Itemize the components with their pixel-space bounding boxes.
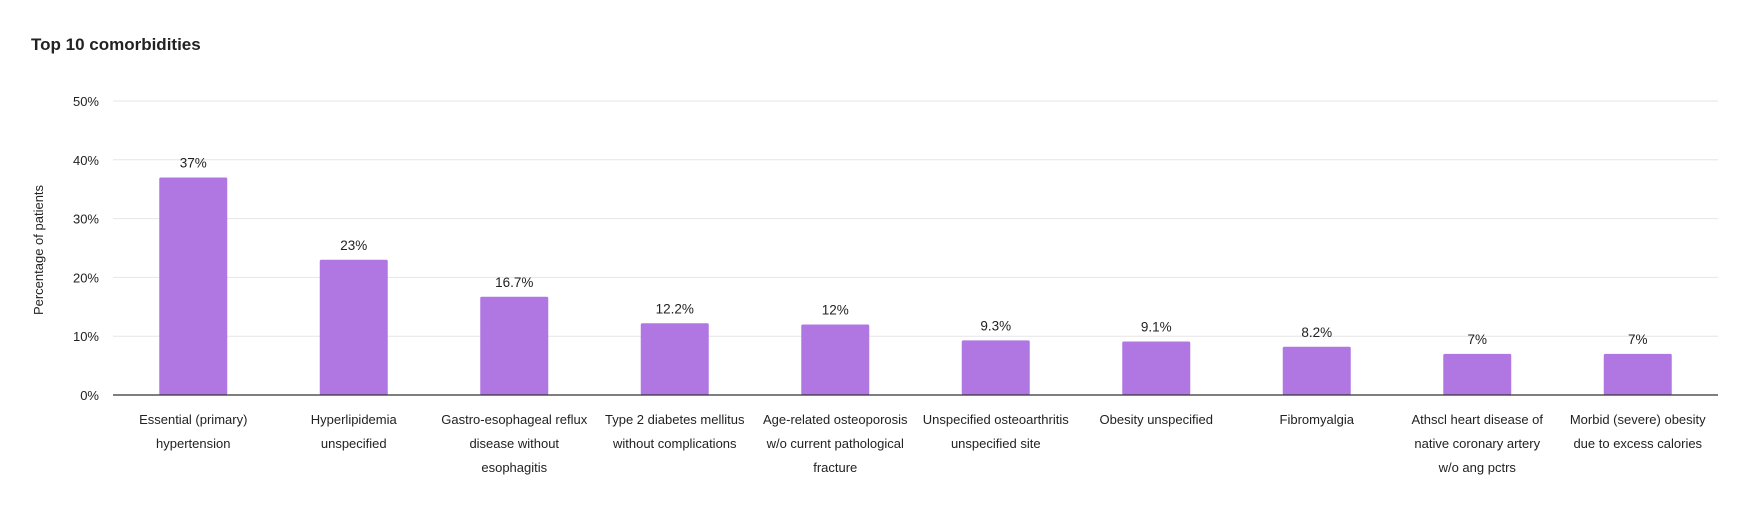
- x-category-label: Unspecified osteoarthritis unspecified si…: [923, 412, 1069, 451]
- x-category-label-line: esophagitis: [481, 460, 547, 475]
- x-category-label-line: Type 2 diabetes mellitus: [605, 412, 745, 427]
- x-category-label-line: w/o current pathological: [766, 436, 904, 451]
- x-category-label-line: hypertension: [156, 436, 230, 451]
- y-tick-label: 10%: [73, 329, 99, 344]
- x-category-label: Gastro-esophageal reflux disease without e…: [441, 412, 587, 475]
- bar[interactable]: [1443, 353, 1512, 395]
- bar-value-label: 16.7%: [495, 275, 533, 290]
- x-category-label-line: Unspecified osteoarthritis: [923, 412, 1069, 427]
- bar-value-label: 9.3%: [980, 318, 1011, 333]
- value-labels: 37% 23% 16.7% 12.2% 12% 9.3% 9.1% 8.2% 7% 7%: [180, 155, 1648, 346]
- x-category-label-line: Obesity unspecified: [1100, 412, 1213, 427]
- x-category-label: Fibromyalgia: [1280, 412, 1355, 427]
- x-category-label: Essential (primary) hypertension: [139, 412, 247, 451]
- bar[interactable]: [159, 177, 228, 395]
- bar-value-label: 12%: [822, 302, 849, 317]
- x-category-label-line: w/o ang pctrs: [1438, 460, 1517, 475]
- bar[interactable]: [640, 323, 709, 395]
- bar[interactable]: [1122, 341, 1191, 395]
- x-category-label-line: Age-related osteoporosis: [763, 412, 908, 427]
- bar-value-label: 23%: [340, 238, 367, 253]
- bar[interactable]: [1282, 346, 1351, 395]
- y-tick-label: 40%: [73, 153, 99, 168]
- x-category-label: Athscl heart disease of native coronary a…: [1411, 412, 1543, 475]
- bar-value-label: 7%: [1467, 332, 1487, 347]
- y-axis-title: Percentage of patients: [31, 184, 46, 315]
- x-category-label-line: native coronary artery: [1414, 436, 1540, 451]
- x-category-label-line: disease without: [469, 436, 559, 451]
- x-category-label: Hyperlipidemia unspecified: [311, 412, 398, 451]
- bar-value-label: 7%: [1628, 332, 1648, 347]
- x-category-label-line: Athscl heart disease of: [1411, 412, 1543, 427]
- y-tick-label: 30%: [73, 212, 99, 227]
- x-category-label-line: due to excess calories: [1573, 436, 1702, 451]
- category-labels: Essential (primary) hypertension Hyperlipi…: [139, 412, 1706, 475]
- bar[interactable]: [319, 259, 388, 395]
- bar-value-label: 37%: [180, 155, 207, 170]
- x-category-label-line: unspecified: [321, 436, 387, 451]
- bar[interactable]: [961, 340, 1030, 395]
- x-category-label: Morbid (severe) obesity due to excess cal…: [1570, 412, 1706, 451]
- bars: [159, 177, 1672, 395]
- bar-value-label: 12.2%: [656, 301, 694, 316]
- y-tick-label: 0%: [80, 388, 99, 403]
- x-category-label-line: Gastro-esophageal reflux: [441, 412, 587, 427]
- x-category-label-line: without complications: [612, 436, 737, 451]
- x-category-label-line: unspecified site: [951, 436, 1041, 451]
- x-category-label: Type 2 diabetes mellitus without complica…: [605, 412, 745, 451]
- x-category-label-line: Hyperlipidemia: [311, 412, 398, 427]
- chart-title: Top 10 comorbidities: [31, 35, 201, 54]
- bar[interactable]: [1603, 353, 1672, 395]
- bar[interactable]: [801, 324, 870, 395]
- gridlines: [113, 100, 1718, 337]
- y-axis-ticks: 0% 10% 20% 30% 40% 50%: [73, 94, 99, 403]
- x-category-label-line: Morbid (severe) obesity: [1570, 412, 1706, 427]
- x-category-label-line: Fibromyalgia: [1280, 412, 1355, 427]
- x-category-label: Obesity unspecified: [1100, 412, 1213, 427]
- bar-value-label: 8.2%: [1301, 325, 1332, 340]
- bar-value-label: 9.1%: [1141, 319, 1172, 334]
- x-category-label-line: Essential (primary): [139, 412, 247, 427]
- x-category-label-line: fracture: [813, 460, 857, 475]
- y-tick-label: 20%: [73, 270, 99, 285]
- y-tick-label: 50%: [73, 94, 99, 109]
- x-category-label: Age-related osteoporosis w/o current path…: [763, 412, 908, 475]
- bar[interactable]: [480, 296, 549, 395]
